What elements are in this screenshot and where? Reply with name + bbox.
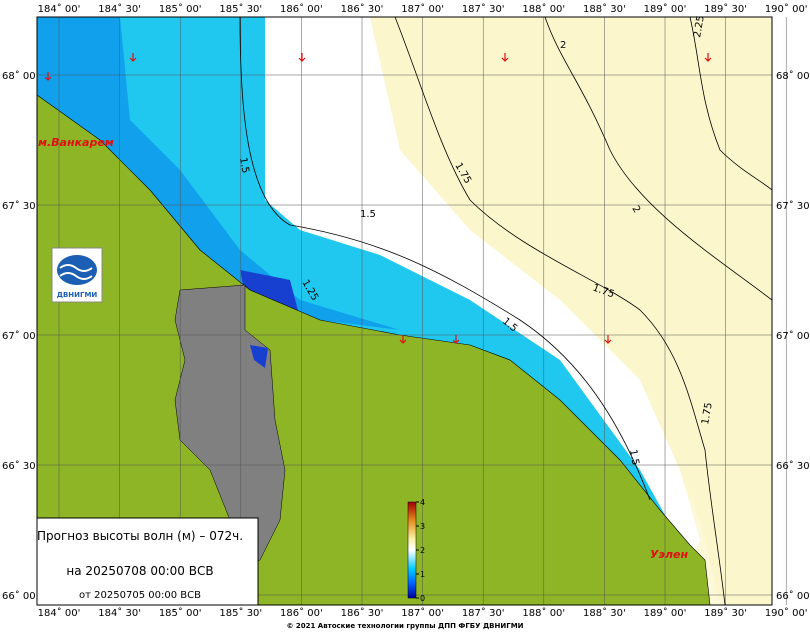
lon-label: 188˚ 00' bbox=[522, 3, 565, 15]
place-label: Уэлен bbox=[650, 548, 689, 561]
arrows bbox=[44, 53, 712, 344]
lon-label: 185˚ 00' bbox=[159, 3, 202, 15]
lon-label: 186˚ 30' bbox=[341, 607, 384, 619]
copyright: © 2021 Автоские технологии группы ДПП ФГ… bbox=[286, 622, 523, 630]
lon-label: 184˚ 30' bbox=[98, 3, 141, 15]
colorbar-label: 1 bbox=[420, 570, 425, 579]
lon-label: 186˚ 00' bbox=[280, 3, 323, 15]
contour-label: 1.5 bbox=[627, 449, 641, 467]
colorbar bbox=[407, 501, 417, 599]
contour-label: 1.75 bbox=[700, 402, 715, 426]
colorbar-label: 4 bbox=[420, 498, 425, 507]
lat-label: 66˚ 00' bbox=[2, 590, 38, 602]
contour-label: 1.5 bbox=[237, 157, 251, 175]
lat-label: 66˚ 00' bbox=[776, 590, 810, 602]
lon-label: 189˚ 00' bbox=[644, 607, 687, 619]
legend-valid: на 20250708 00:00 ВСВ bbox=[66, 564, 213, 578]
contour-label: 2.25 bbox=[692, 15, 707, 39]
lat-label: 68˚ 00' bbox=[776, 70, 810, 82]
lon-label: 186˚ 00' bbox=[280, 607, 323, 619]
lon-label: 189˚ 30' bbox=[704, 607, 747, 619]
lat-label: 67˚ 00' bbox=[776, 330, 810, 342]
lon-label: 189˚ 30' bbox=[704, 3, 747, 15]
contours bbox=[239, 16, 773, 606]
colorbar-label: 3 bbox=[420, 522, 425, 531]
lat-label: 68˚ 00' bbox=[2, 70, 38, 82]
lon-label: 184˚ 00' bbox=[38, 3, 81, 15]
frame bbox=[36, 16, 773, 606]
lon-label: 187˚ 00' bbox=[401, 607, 444, 619]
lon-label: 187˚ 30' bbox=[462, 3, 505, 15]
lon-label: 184˚ 30' bbox=[98, 607, 141, 619]
lon-label: 190˚ 00' bbox=[765, 3, 808, 15]
lon-label: 187˚ 30' bbox=[462, 607, 505, 619]
lon-label: 185˚ 30' bbox=[219, 607, 262, 619]
place-label: м.Ванкарем bbox=[38, 136, 114, 149]
lon-label: 190˚ 00' bbox=[765, 607, 808, 619]
lon-label: 188˚ 00' bbox=[522, 607, 565, 619]
lon-label: 184˚ 00' bbox=[38, 607, 81, 619]
lon-label: 188˚ 30' bbox=[583, 3, 626, 15]
legend-box bbox=[36, 517, 259, 606]
lat-label: 67˚ 30' bbox=[776, 200, 810, 212]
colorbar-label: 0 bbox=[420, 594, 425, 603]
logo-text: ДВНИГМИ bbox=[57, 291, 98, 299]
legend-title: Прогноз высоты волн (м) – 072ч. bbox=[37, 529, 243, 543]
colorbar-label: 2 bbox=[420, 546, 425, 555]
lat-label: 66˚ 30' bbox=[776, 460, 810, 472]
lon-label: 189˚ 00' bbox=[644, 3, 687, 15]
lon-label: 187˚ 00' bbox=[401, 3, 444, 15]
lat-label: 66˚ 30' bbox=[2, 460, 38, 472]
lon-label: 186˚ 30' bbox=[341, 3, 384, 15]
contour-label: 2 bbox=[560, 40, 566, 51]
lat-label: 67˚ 30' bbox=[2, 200, 38, 212]
contour-label: 1.5 bbox=[360, 209, 376, 220]
lon-label: 188˚ 30' bbox=[583, 607, 626, 619]
contour-label: 2 bbox=[629, 204, 642, 215]
legend-issued: от 20250705 00:00 ВСВ bbox=[79, 590, 201, 601]
lon-label: 185˚ 30' bbox=[219, 3, 262, 15]
logo: ДВНИГМИ bbox=[51, 247, 103, 303]
lat-label: 67˚ 00' bbox=[2, 330, 38, 342]
lon-label: 185˚ 00' bbox=[159, 607, 202, 619]
